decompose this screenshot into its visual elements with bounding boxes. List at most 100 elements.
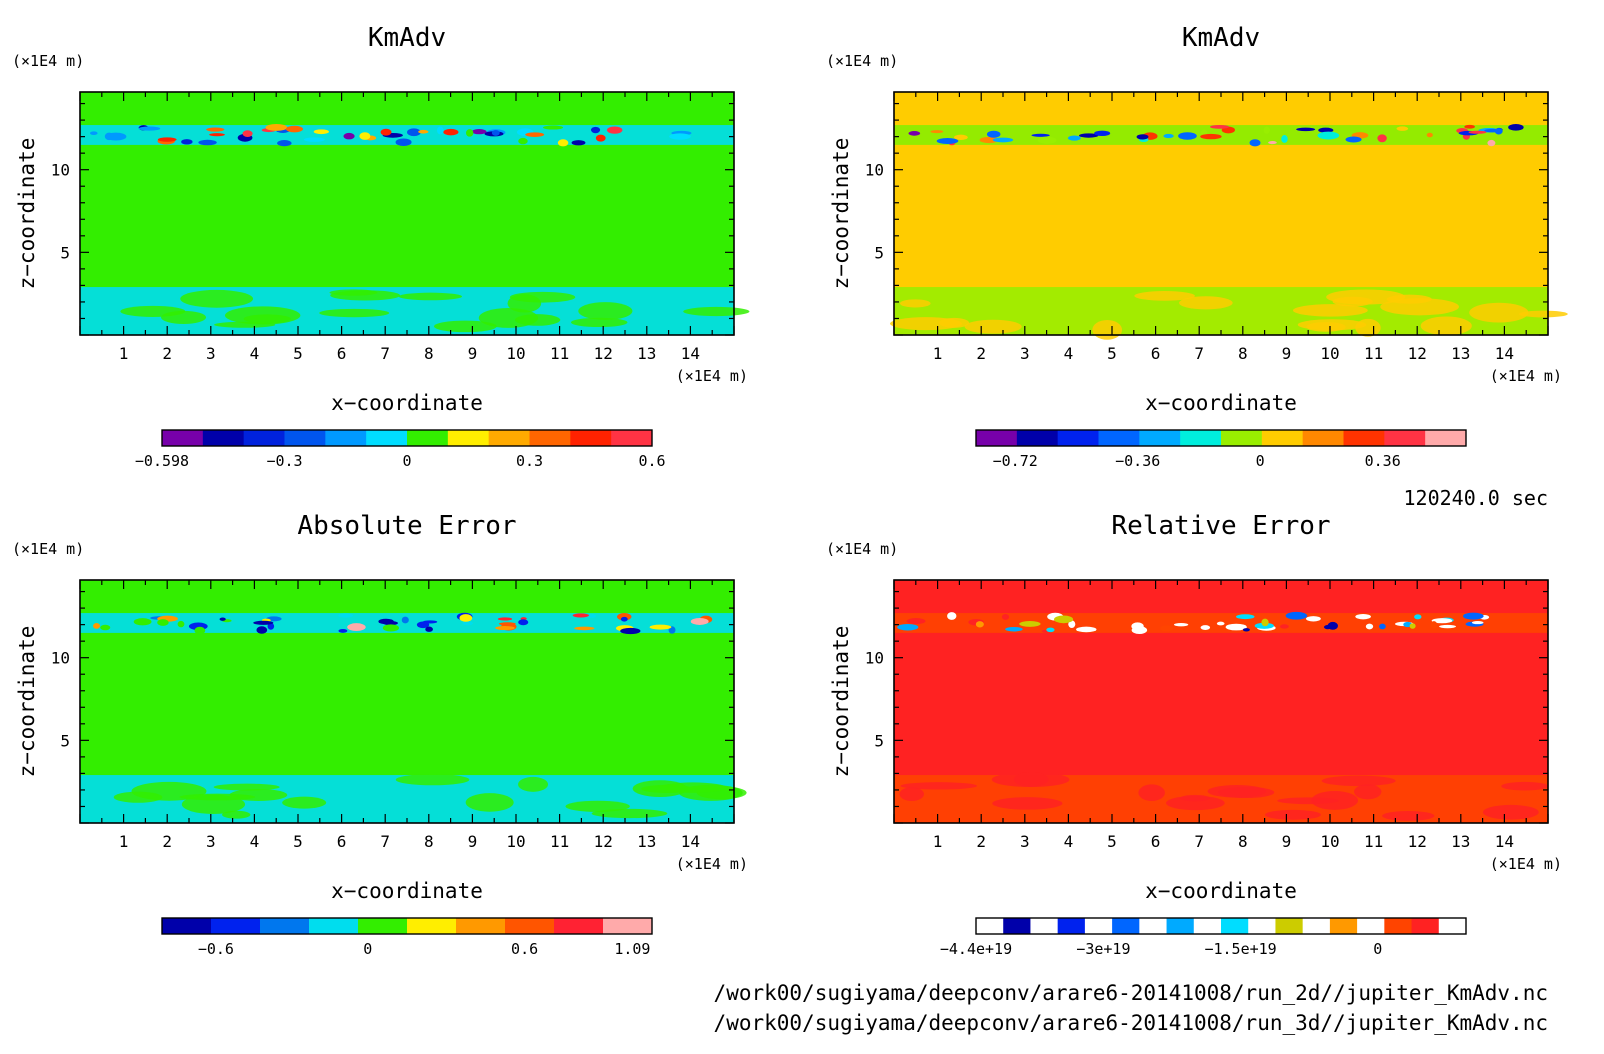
x-tick-label: 7 — [1194, 832, 1204, 851]
colorbar-tick-label: −0.598 — [135, 452, 189, 470]
contour-blob — [1382, 810, 1435, 821]
contour-cell — [1464, 124, 1475, 129]
colorbar-tick-label: −0.72 — [993, 452, 1038, 470]
x-tick-label: 10 — [506, 344, 525, 363]
contour-blob — [1265, 809, 1321, 820]
contour-blob — [465, 793, 514, 812]
x-tick-label: 7 — [1194, 344, 1204, 363]
x-tick-label: 12 — [594, 344, 613, 363]
x-tick-label: 11 — [550, 344, 569, 363]
colorbar-swatch — [1003, 918, 1031, 934]
y-unit-label: (×1E4 m) — [12, 540, 84, 558]
contour-blob — [939, 317, 970, 328]
contour-cell — [668, 626, 676, 634]
contour-cell — [459, 614, 473, 622]
contour-blob — [1179, 794, 1211, 802]
contour-cell — [1200, 129, 1208, 136]
colorbar-swatch — [1180, 430, 1222, 446]
contour-cell — [1261, 618, 1269, 627]
contour-cell — [491, 129, 500, 136]
contour-cell — [401, 616, 409, 624]
contour-cell — [1235, 614, 1255, 620]
contour-cell — [1281, 135, 1288, 143]
x-tick-label: 13 — [1451, 344, 1470, 363]
contour-cell — [518, 619, 529, 626]
contour-cell — [1263, 126, 1270, 134]
x-tick-label: 2 — [162, 344, 172, 363]
contour-blob — [1092, 320, 1123, 340]
x-tick-label: 8 — [1238, 344, 1248, 363]
contour-cell — [443, 128, 459, 136]
x-tick-label: 1 — [119, 832, 129, 851]
contour-cell — [1131, 622, 1144, 631]
contour-blob — [899, 299, 931, 308]
x-tick-label: 8 — [1238, 832, 1248, 851]
colorbar-tick-label: 0 — [1373, 940, 1382, 958]
x-tick-label: 2 — [162, 832, 172, 851]
x-tick-label: 9 — [1282, 344, 1292, 363]
colorbar-swatch — [366, 430, 408, 446]
contour-cell — [595, 134, 606, 142]
contour-cell — [1305, 616, 1321, 622]
x-unit-label: (×1E4 m) — [676, 855, 748, 873]
contour-cell — [1379, 623, 1386, 630]
contour-blob — [1306, 322, 1346, 332]
colorbar-swatch — [976, 918, 1004, 934]
colorbar-swatch — [570, 430, 612, 446]
contour-cell — [1200, 625, 1211, 630]
colorbar-tick-label: −0.3 — [266, 452, 302, 470]
x-tick-label: 1 — [933, 832, 943, 851]
contour-cell — [382, 624, 400, 632]
contour-blob — [1420, 316, 1472, 336]
time-label: 120240.0 sec — [1404, 486, 1549, 510]
colorbar-swatch — [407, 430, 449, 446]
x-tick-label: 6 — [337, 832, 347, 851]
x-tick-label: 8 — [424, 832, 434, 851]
contour-blob — [1293, 304, 1368, 317]
x-unit-label: (×1E4 m) — [1490, 855, 1562, 873]
contour-cell — [1396, 126, 1409, 131]
y-tick-label: 5 — [874, 731, 884, 750]
colorbar-swatch — [976, 430, 1018, 446]
contour-cell — [253, 620, 274, 625]
contour-blob — [1482, 804, 1539, 820]
contour-cell — [620, 627, 641, 635]
x-tick-label: 11 — [1364, 344, 1383, 363]
x-tick-label: 13 — [637, 832, 656, 851]
contour-cell — [93, 622, 101, 629]
contour-cell — [906, 618, 926, 625]
contour-cell — [1216, 621, 1225, 626]
contour-cell — [1494, 128, 1503, 135]
x-tick-label: 12 — [594, 832, 613, 851]
contour-cell — [1365, 623, 1374, 630]
contour-cell — [518, 137, 528, 145]
x-axis-label: x−coordinate — [331, 879, 483, 903]
x-tick-label: 13 — [1451, 832, 1470, 851]
colorbar-swatch — [529, 430, 571, 446]
contour-cell — [242, 130, 253, 137]
x-tick-label: 4 — [1064, 344, 1074, 363]
contour-cell — [181, 139, 193, 145]
colorbar-swatch — [488, 430, 530, 446]
y-tick-label: 5 — [874, 243, 884, 262]
colorbar-swatch — [1057, 918, 1086, 934]
colorbar-swatch — [1139, 918, 1168, 934]
y-axis-label: z−coordinate — [15, 626, 39, 778]
colorbar-swatch — [1302, 430, 1344, 446]
contour-cell — [1068, 620, 1076, 628]
x-tick-label: 3 — [1020, 832, 1030, 851]
contour-cell — [1327, 621, 1338, 630]
colorbar: −0.72 −0.36 0 0.36 — [975, 429, 1467, 470]
x-tick-label: 3 — [206, 344, 216, 363]
contour-cell — [1173, 622, 1189, 627]
colorbar-swatch — [1411, 918, 1440, 934]
contour-cell — [986, 130, 1001, 138]
colorbar-tick-label: 0 — [1256, 452, 1265, 470]
contour-cell — [1431, 618, 1453, 624]
contour-blob — [1501, 781, 1549, 791]
contour-cell — [425, 626, 433, 632]
contour-blob — [395, 774, 470, 786]
colorbar-swatch — [611, 430, 653, 446]
contour-cell — [1136, 134, 1149, 140]
contour-cell — [422, 620, 438, 624]
